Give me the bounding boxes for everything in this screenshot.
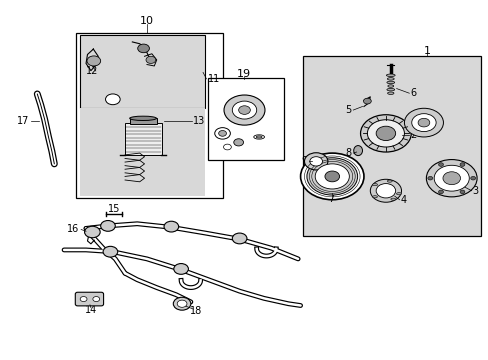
Circle shape bbox=[442, 172, 460, 185]
Text: 6: 6 bbox=[409, 88, 416, 98]
Circle shape bbox=[232, 233, 246, 244]
Circle shape bbox=[315, 164, 348, 189]
Circle shape bbox=[173, 264, 188, 274]
Text: 4: 4 bbox=[400, 195, 406, 205]
Text: 2: 2 bbox=[409, 130, 416, 140]
Circle shape bbox=[309, 157, 322, 166]
Text: 15: 15 bbox=[107, 204, 120, 214]
Circle shape bbox=[84, 226, 100, 238]
Circle shape bbox=[470, 176, 475, 180]
Circle shape bbox=[375, 126, 395, 140]
Circle shape bbox=[238, 106, 250, 114]
Circle shape bbox=[433, 165, 468, 191]
Circle shape bbox=[233, 139, 243, 146]
Text: 9: 9 bbox=[301, 156, 307, 166]
Bar bbox=[303, 56, 480, 235]
Circle shape bbox=[101, 221, 115, 231]
Circle shape bbox=[173, 297, 190, 310]
Circle shape bbox=[177, 300, 186, 307]
Circle shape bbox=[163, 221, 178, 232]
Circle shape bbox=[304, 153, 327, 170]
Circle shape bbox=[459, 190, 464, 194]
Text: 18: 18 bbox=[189, 306, 202, 316]
Circle shape bbox=[360, 115, 410, 152]
Bar bbox=[80, 108, 204, 196]
Circle shape bbox=[325, 171, 339, 182]
Circle shape bbox=[459, 163, 464, 166]
Circle shape bbox=[80, 297, 87, 302]
Circle shape bbox=[427, 176, 432, 180]
Ellipse shape bbox=[386, 78, 393, 80]
Ellipse shape bbox=[372, 196, 377, 198]
Text: 1: 1 bbox=[423, 46, 430, 56]
Ellipse shape bbox=[387, 92, 393, 94]
Circle shape bbox=[300, 153, 363, 200]
Ellipse shape bbox=[386, 88, 394, 91]
Text: 16: 16 bbox=[67, 225, 80, 234]
Circle shape bbox=[103, 246, 118, 257]
Text: 14: 14 bbox=[84, 305, 97, 315]
Bar bbox=[207, 78, 283, 160]
Text: 8: 8 bbox=[345, 148, 351, 158]
Text: 17: 17 bbox=[17, 116, 29, 126]
Text: 11: 11 bbox=[207, 74, 220, 84]
Ellipse shape bbox=[386, 74, 394, 77]
Ellipse shape bbox=[353, 145, 362, 156]
Bar bbox=[80, 35, 204, 108]
Circle shape bbox=[438, 190, 443, 194]
Text: 10: 10 bbox=[140, 17, 154, 27]
Circle shape bbox=[375, 184, 395, 198]
Circle shape bbox=[87, 56, 101, 66]
Bar bbox=[76, 33, 222, 198]
Ellipse shape bbox=[253, 135, 264, 139]
Circle shape bbox=[105, 94, 120, 105]
Ellipse shape bbox=[390, 198, 395, 200]
Circle shape bbox=[223, 144, 231, 150]
Text: 19: 19 bbox=[236, 69, 250, 79]
Bar bbox=[130, 118, 157, 124]
Circle shape bbox=[93, 297, 100, 302]
Circle shape bbox=[214, 128, 230, 139]
Text: 5: 5 bbox=[345, 105, 351, 115]
FancyBboxPatch shape bbox=[75, 292, 103, 306]
Text: 12: 12 bbox=[86, 66, 98, 76]
Bar bbox=[125, 123, 161, 155]
Circle shape bbox=[417, 118, 429, 127]
Circle shape bbox=[363, 98, 370, 104]
Circle shape bbox=[411, 114, 435, 132]
Circle shape bbox=[426, 159, 476, 197]
Ellipse shape bbox=[386, 180, 391, 182]
Circle shape bbox=[232, 101, 256, 119]
Ellipse shape bbox=[129, 116, 156, 121]
Ellipse shape bbox=[386, 81, 394, 84]
Circle shape bbox=[404, 108, 443, 137]
Text: 13: 13 bbox=[193, 116, 205, 126]
Ellipse shape bbox=[396, 193, 401, 195]
Circle shape bbox=[218, 131, 226, 136]
Text: 3: 3 bbox=[472, 186, 478, 196]
Circle shape bbox=[306, 158, 357, 195]
Circle shape bbox=[366, 120, 404, 147]
Circle shape bbox=[138, 44, 149, 53]
Ellipse shape bbox=[387, 85, 393, 87]
Circle shape bbox=[224, 95, 264, 125]
Text: 7: 7 bbox=[327, 194, 334, 204]
Circle shape bbox=[146, 56, 156, 63]
Circle shape bbox=[438, 163, 443, 166]
Circle shape bbox=[369, 179, 401, 202]
Ellipse shape bbox=[372, 184, 377, 186]
Ellipse shape bbox=[256, 136, 262, 138]
